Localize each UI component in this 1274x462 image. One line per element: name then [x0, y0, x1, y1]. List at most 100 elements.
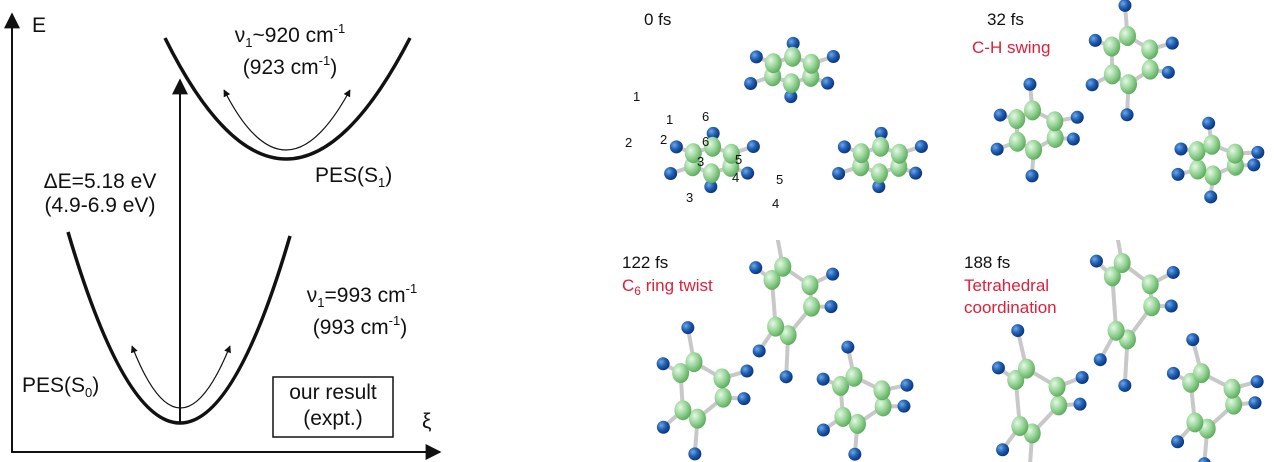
carbon-atom — [765, 53, 782, 73]
carbon-atom — [1193, 363, 1210, 383]
carbon-atom — [1008, 109, 1025, 129]
hydrogen-atom — [817, 424, 830, 437]
hydrogen-atom — [1202, 117, 1215, 130]
carbon-atom — [1142, 274, 1159, 294]
text: (993 cm — [313, 316, 389, 339]
hydrogen-atom — [1089, 34, 1102, 47]
hydrogen-atom — [1249, 396, 1262, 409]
atom-label: 6 — [702, 109, 709, 124]
carbon-atom — [1120, 74, 1137, 94]
gap-label: ΔE=5.18 eV — [44, 170, 157, 193]
carbon-atom — [1189, 141, 1206, 161]
hydrogen-atom — [1251, 146, 1264, 159]
carbon-atom — [834, 407, 851, 427]
legend-text: our result — [289, 381, 377, 404]
hydrogen-atom — [1074, 398, 1087, 411]
snapshot-caption: C-H swing — [972, 38, 1050, 57]
hydrogen-atom — [825, 300, 838, 313]
axis-label: ξ — [422, 410, 431, 433]
hydrogen-atom — [1174, 142, 1187, 155]
hydrogen-atom — [826, 268, 839, 281]
hydrogen-atom — [1108, 213, 1121, 226]
page: { "energy_diagram": { "y_axis_label": "E… — [0, 0, 1274, 462]
carbon-atom — [1011, 416, 1028, 436]
atom-label: 3 — [686, 190, 693, 205]
carbon-atom — [1050, 395, 1067, 415]
hydrogen-atom — [750, 50, 763, 63]
text: =993 cm — [325, 284, 406, 307]
figure: E ξ ν1~920 cm-1 (923 cm-1) PES(S1) ΔE=5.… — [0, 0, 1274, 462]
experiment-label: (923 cm-1) — [243, 53, 337, 79]
snapshot-time: 188 fs — [964, 253, 1010, 272]
hydrogen-atom — [996, 443, 1009, 456]
hydrogen-atom — [1171, 435, 1184, 448]
hydrogen-atom — [1118, 0, 1131, 12]
hydrogen-atom — [1067, 132, 1080, 145]
hydrogen-atom — [1162, 66, 1175, 79]
carbon-atom — [1119, 26, 1136, 46]
snapshot-time: 122 fs — [622, 253, 668, 272]
hydrogen-atom — [780, 370, 793, 383]
carbon-atom — [783, 73, 800, 93]
superscript: -1 — [319, 53, 331, 68]
subscript: 1 — [245, 35, 252, 50]
carbon-atom — [1143, 296, 1160, 316]
text: ~920 cm — [253, 24, 334, 47]
hydrogen-atom — [1026, 169, 1039, 182]
carbon-atom — [1227, 144, 1244, 164]
carbon-atom — [784, 47, 801, 67]
snapshot-time: 32 fs — [987, 10, 1024, 29]
hydrogen-atom — [1118, 379, 1131, 392]
snapshot-time: 0 fs — [644, 10, 671, 29]
hydrogen-atom — [740, 365, 753, 378]
hydrogen-atom — [1251, 375, 1264, 388]
hydrogen-atom — [1186, 333, 1199, 346]
hydrogen-atom — [1121, 108, 1134, 121]
atom-label: 6 — [702, 134, 709, 149]
hydrogen-atom — [657, 421, 670, 434]
hydrogen-atom — [769, 220, 782, 233]
hydrogen-atom — [992, 361, 1005, 374]
text: ) — [400, 316, 407, 339]
caption-text: C — [622, 276, 634, 295]
hydrogen-atom — [994, 109, 1007, 122]
symbol: ν — [235, 24, 246, 47]
hydrogen-atom — [737, 392, 750, 405]
superscript: -1 — [389, 313, 401, 328]
carbon-atom — [703, 163, 720, 183]
snapshot-panel — [991, 0, 1265, 203]
hydrogen-atom — [848, 448, 861, 461]
hydrogen-atom — [664, 167, 677, 180]
energy-diagram: E ξ ν1~920 cm-1 (923 cm-1) PES(S1) ΔE=5.… — [11, 14, 440, 452]
hydrogen-atom — [1011, 324, 1024, 337]
hydrogen-atom — [838, 140, 851, 153]
text: ) — [330, 56, 337, 79]
hydrogen-atom — [1076, 371, 1089, 384]
snapshots — [657, 0, 1265, 462]
state-label: PES(S0) — [22, 374, 99, 400]
carbon-atom — [1141, 39, 1158, 59]
carbon-atom — [1018, 359, 1035, 379]
subscript: 1 — [378, 175, 385, 190]
carbon-atom — [1104, 64, 1121, 84]
atom-label: 1 — [633, 89, 640, 104]
carbon-atom — [713, 368, 730, 388]
snapshot-panel — [657, 220, 914, 460]
hydrogen-atom — [753, 344, 766, 357]
carbon-atom — [674, 400, 691, 420]
atom-label: 2 — [625, 135, 632, 150]
hydrogen-atom — [1086, 78, 1099, 91]
hydrogen-atom — [1167, 266, 1180, 279]
hydrogen-atom — [1090, 255, 1103, 268]
carbon-atom — [803, 54, 820, 74]
caption-text: ring twist — [641, 276, 713, 295]
frequency-label: ν1~920 cm-1 — [235, 21, 345, 50]
carbon-atom — [689, 409, 706, 429]
snapshot-caption: Tetrahedral — [964, 276, 1049, 295]
hydrogen-atom — [841, 341, 854, 354]
hydrogen-atom — [1172, 168, 1185, 181]
symbol: ν — [307, 284, 318, 307]
text: PES(S — [315, 164, 378, 187]
hydrogen-atom — [827, 50, 840, 63]
atom-label: 1 — [666, 112, 673, 127]
